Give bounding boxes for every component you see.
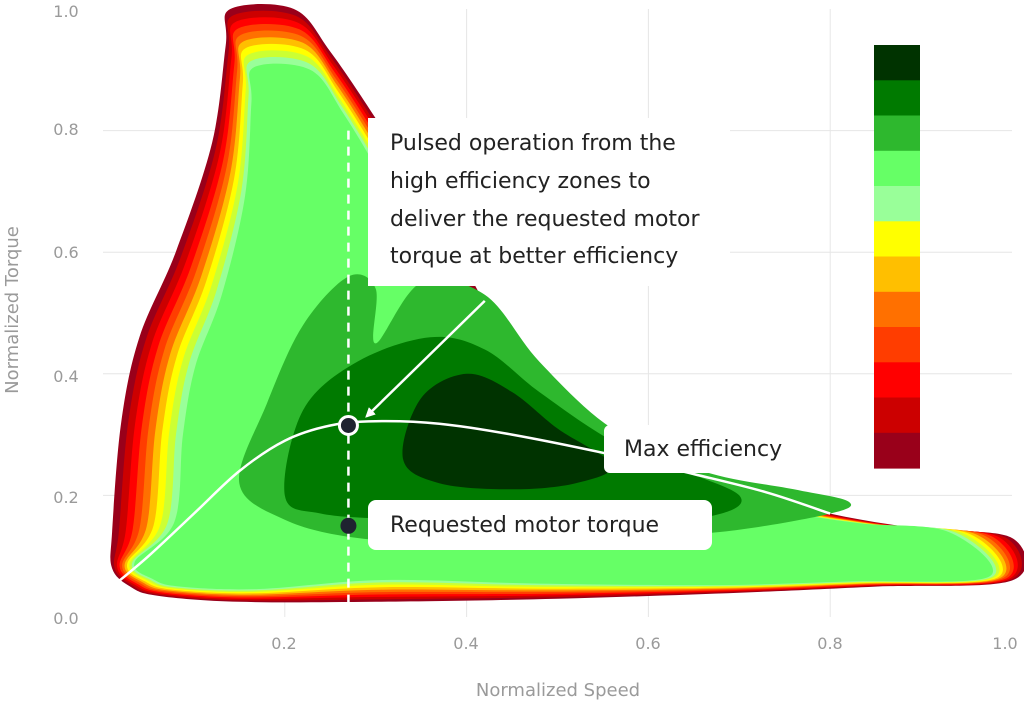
y-axis-title: Normalized Torque bbox=[2, 226, 23, 394]
colorbar-segment bbox=[874, 432, 920, 469]
requested-torque-box bbox=[368, 500, 712, 550]
requested-torque-callout: Requested motor torque bbox=[368, 500, 712, 550]
requested-torque-point bbox=[340, 517, 357, 534]
colorbar-segment bbox=[874, 115, 920, 152]
y-tick-label: 0.0 bbox=[53, 609, 78, 628]
colorbar-segment bbox=[874, 256, 920, 293]
colorbar bbox=[874, 45, 920, 469]
colorbar-segment bbox=[874, 186, 920, 222]
colorbar-segment bbox=[874, 362, 920, 399]
max-efficiency-curve bbox=[111, 419, 831, 588]
x-tick-label: 0.4 bbox=[453, 634, 478, 653]
x-tick-label: 0.2 bbox=[271, 634, 296, 653]
y-tick-label: 1.0 bbox=[53, 2, 78, 21]
pulsed-callout-line: torque at better efficiency bbox=[390, 244, 678, 269]
x-tick-labels: 0.2 0.4 0.6 0.8 1.0 bbox=[271, 634, 1017, 653]
y-tick-label: 0.6 bbox=[53, 243, 78, 262]
requested-torque-label: Requested motor torque bbox=[390, 513, 659, 538]
x-tick-label: 0.6 bbox=[635, 634, 660, 653]
colorbar-segment bbox=[874, 397, 920, 434]
efficiency-region bbox=[402, 373, 613, 490]
colorbar-segment bbox=[874, 150, 920, 187]
colorbar-segment bbox=[874, 327, 920, 363]
y-tick-label: 0.4 bbox=[53, 367, 78, 386]
pulsed-callout-box bbox=[368, 118, 730, 286]
operating-points bbox=[337, 414, 359, 534]
y-tick-label: 0.2 bbox=[53, 488, 78, 507]
max-efficiency-callout: Max efficiency bbox=[604, 425, 804, 473]
pulsed-callout-line: deliver the requested motor bbox=[390, 207, 701, 232]
pulsed-callout-line: Pulsed operation from the bbox=[390, 131, 676, 156]
max-efficiency-label: Max efficiency bbox=[624, 437, 782, 462]
pulsed-callout-line: high efficiency zones to bbox=[390, 169, 651, 194]
pulsed-operating-point bbox=[337, 414, 359, 436]
pulsed-operation-callout: Pulsed operation from the high efficienc… bbox=[368, 118, 730, 286]
chart-overlays bbox=[111, 130, 831, 617]
x-tick-label: 1.0 bbox=[992, 634, 1017, 653]
pulsed-operation-arrow bbox=[365, 299, 486, 418]
y-tick-labels: 0.0 0.2 0.4 0.6 0.8 1.0 bbox=[53, 2, 78, 628]
x-tick-label: 0.8 bbox=[817, 634, 842, 653]
y-tick-label: 0.8 bbox=[53, 120, 78, 139]
colorbar-segment bbox=[874, 45, 920, 81]
colorbar-segment bbox=[874, 221, 920, 258]
colorbar-segment bbox=[874, 291, 920, 328]
colorbar-segment bbox=[874, 80, 920, 117]
max-efficiency-box bbox=[604, 425, 804, 473]
x-axis-title: Normalized Speed bbox=[476, 680, 640, 701]
